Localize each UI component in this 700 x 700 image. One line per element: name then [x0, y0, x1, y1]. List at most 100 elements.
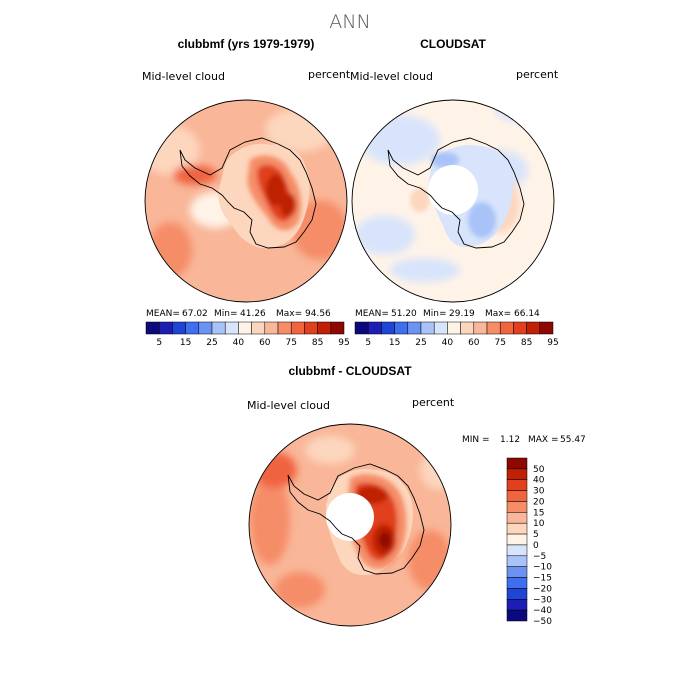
panel-diff-map [249, 424, 451, 626]
colorbar-tick-label: 40 [442, 338, 454, 348]
colorbar-swatch [277, 321, 292, 335]
panel-diff-min-label: MIN = [462, 435, 490, 445]
colorbar-swatch [407, 321, 422, 335]
colorbar-swatch [317, 321, 332, 335]
colorbar-swatch [513, 321, 527, 335]
colorbar-tick-label: −40 [533, 606, 552, 616]
colorbar-tick-label: 25 [415, 338, 426, 348]
panel-obs-title: CLOUDSAT [420, 37, 486, 51]
colorbar-tick-label: −50 [533, 617, 552, 627]
colorbar-tick-label: 85 [521, 338, 532, 348]
colorbar-tick-label: 15 [389, 338, 400, 348]
panel-model-min-value: 41.26 [240, 309, 266, 319]
colorbar-tick-label: −20 [533, 584, 552, 594]
colorbar-tick-label: 60 [259, 338, 271, 348]
panel-diff-variable-label: Mid-level cloud [247, 399, 330, 412]
panel-model-title: clubbmf (yrs 1979-1979) [178, 37, 315, 51]
colorbar-swatch [506, 501, 528, 513]
panel-model-max-value: 94.56 [305, 309, 331, 319]
panel-obs-min-value: 29.19 [449, 309, 475, 319]
panel-model-min-label: Min= [214, 309, 238, 319]
panel-obs-mean-value: 51.20 [391, 309, 417, 319]
colorbar-swatch [506, 566, 528, 578]
panel-obs-colorbar: 5 15 25 40 60 75 85 95 [354, 321, 559, 348]
colorbar-tick-label: 30 [533, 487, 545, 497]
panel-obs-map [352, 100, 554, 302]
colorbar-swatch [506, 490, 528, 502]
colorbar-tick-label: −5 [533, 552, 546, 562]
colorbar-swatch [506, 609, 528, 622]
colorbar-tick-label: 10 [533, 519, 545, 529]
panel-obs: CLOUDSAT Mid-level cloud percent [350, 37, 559, 348]
colorbar-tick-label: 40 [533, 476, 545, 486]
colorbar-swatch [224, 321, 239, 335]
panel-diff-title: clubbmf - CLOUDSAT [288, 364, 412, 378]
colorbar-swatch [447, 321, 461, 335]
panel-model-map [145, 100, 347, 302]
panel-model-colorbar: 5 15 25 40 60 75 85 95 [145, 321, 350, 348]
colorbar-swatch [354, 321, 369, 335]
panel-model: clubbmf (yrs 1979-1979) Mid-level cloud … [142, 37, 351, 348]
colorbar-swatch [506, 577, 528, 589]
colorbar-swatch [499, 321, 514, 335]
colorbar-tick-label: 95 [547, 338, 558, 348]
colorbar-tick-label: 5 [533, 530, 539, 540]
colorbar-swatch [264, 321, 279, 335]
colorbar-tick-label: 95 [338, 338, 349, 348]
colorbar-swatch [506, 555, 528, 567]
page-title: ANN [329, 11, 370, 33]
panel-diff-max-value: 55.47 [560, 435, 586, 445]
colorbar-swatch [526, 321, 541, 335]
colorbar-tick-label: 75 [494, 338, 505, 348]
panel-diff: clubbmf - CLOUDSAT Mid-level cloud perce… [247, 364, 586, 627]
colorbar-tick-label: 60 [468, 338, 480, 348]
colorbar-tick-label: −15 [533, 574, 552, 584]
panel-model-max-label: Max= [276, 309, 302, 319]
colorbar-swatch [158, 321, 173, 335]
panel-obs-mean-label: MEAN= [355, 309, 389, 319]
colorbar-swatch [506, 522, 528, 535]
colorbar-tick-label: 0 [533, 541, 539, 551]
colorbar-tick-label: 25 [206, 338, 217, 348]
panel-model-units-label: percent [308, 68, 351, 81]
colorbar-tick-label: 15 [180, 338, 191, 348]
colorbar-swatch [330, 321, 345, 335]
colorbar-swatch [211, 321, 226, 335]
colorbar-tick-label: 5 [365, 338, 371, 348]
panel-model-mean-value: 67.02 [182, 309, 208, 319]
colorbar-tick-label: 15 [533, 508, 544, 518]
colorbar-tick-label: 5 [156, 338, 162, 348]
colorbar-tick-label: 75 [285, 338, 296, 348]
colorbar-swatch [198, 321, 213, 335]
panel-obs-units-label: percent [516, 68, 559, 81]
panel-diff-min-value: 1.12 [500, 435, 520, 445]
colorbar-swatch [433, 321, 448, 335]
panel-diff-max-label: MAX = [528, 435, 559, 445]
colorbar-swatch [304, 321, 318, 335]
colorbar-tick-label: −30 [533, 595, 552, 605]
colorbar-swatch [506, 533, 528, 546]
panel-model-mean-label: MEAN= [146, 309, 180, 319]
colorbar-tick-label: 85 [312, 338, 323, 348]
colorbar-swatch [506, 479, 528, 491]
panel-diff-units-label: percent [412, 396, 455, 409]
colorbar-swatch [381, 321, 395, 335]
colorbar-swatch [506, 457, 528, 470]
colorbar-tick-label: 40 [233, 338, 245, 348]
colorbar-swatch [486, 321, 501, 335]
colorbar-swatch [394, 321, 409, 335]
panel-obs-variable-label: Mid-level cloud [350, 70, 433, 83]
colorbar-swatch [506, 544, 528, 557]
colorbar-swatch [506, 468, 528, 480]
colorbar-swatch [172, 321, 186, 335]
colorbar-swatch [420, 321, 435, 335]
colorbar-swatch [145, 321, 160, 335]
colorbar-swatch [506, 588, 528, 600]
panel-obs-min-label: Min= [423, 309, 447, 319]
colorbar-swatch [473, 321, 488, 335]
panel-obs-max-value: 66.14 [514, 309, 540, 319]
colorbar-swatch [238, 321, 252, 335]
colorbar-swatch [506, 512, 528, 524]
